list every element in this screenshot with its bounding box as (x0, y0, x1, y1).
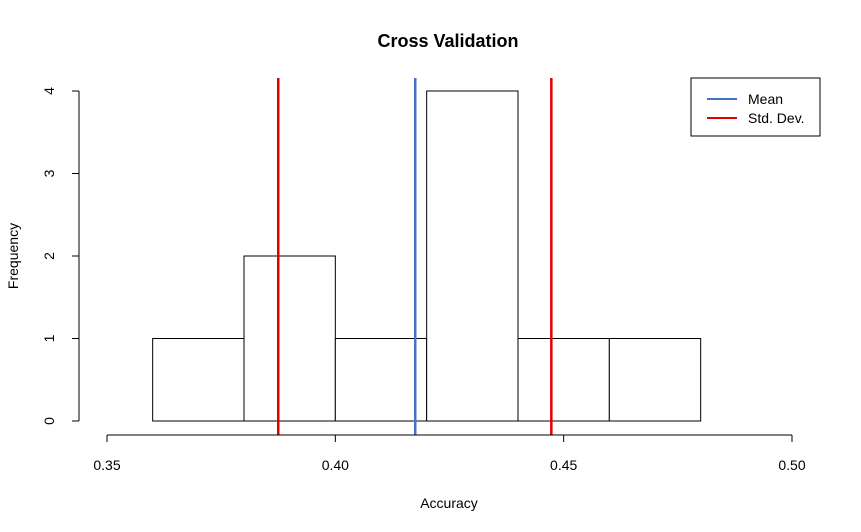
x-axis: 0.35 0.40 0.45 0.50 (93, 434, 806, 473)
y-tick-label: 2 (41, 252, 57, 260)
y-tick-label: 4 (41, 87, 57, 95)
histogram-bar (517, 338, 610, 422)
reference-lines (277, 78, 553, 435)
x-tick-label: 0.40 (322, 457, 349, 473)
x-tick-label: 0.35 (93, 457, 120, 473)
histogram-bar (334, 338, 428, 422)
histogram-bars (152, 90, 702, 422)
legend: Mean Std. Dev. (690, 77, 821, 137)
y-tick-label: 3 (41, 169, 57, 177)
chart-title: Cross Validation (377, 31, 518, 51)
x-axis-title: Accuracy (420, 495, 478, 511)
histogram-bar (152, 338, 245, 422)
histogram-bar (426, 90, 519, 422)
histogram-bar (608, 338, 702, 422)
legend-box (690, 77, 821, 137)
legend-label-std-dev: Std. Dev. (748, 110, 805, 126)
y-axis: 0 1 2 3 4 (41, 87, 80, 425)
x-tick-label: 0.45 (550, 457, 577, 473)
y-axis-title: Frequency (5, 223, 21, 289)
legend-label-mean: Mean (748, 91, 783, 107)
y-tick-label: 0 (41, 417, 57, 425)
x-tick-label: 0.50 (778, 457, 805, 473)
histogram-bar (243, 255, 336, 422)
y-tick-label: 1 (41, 334, 57, 342)
